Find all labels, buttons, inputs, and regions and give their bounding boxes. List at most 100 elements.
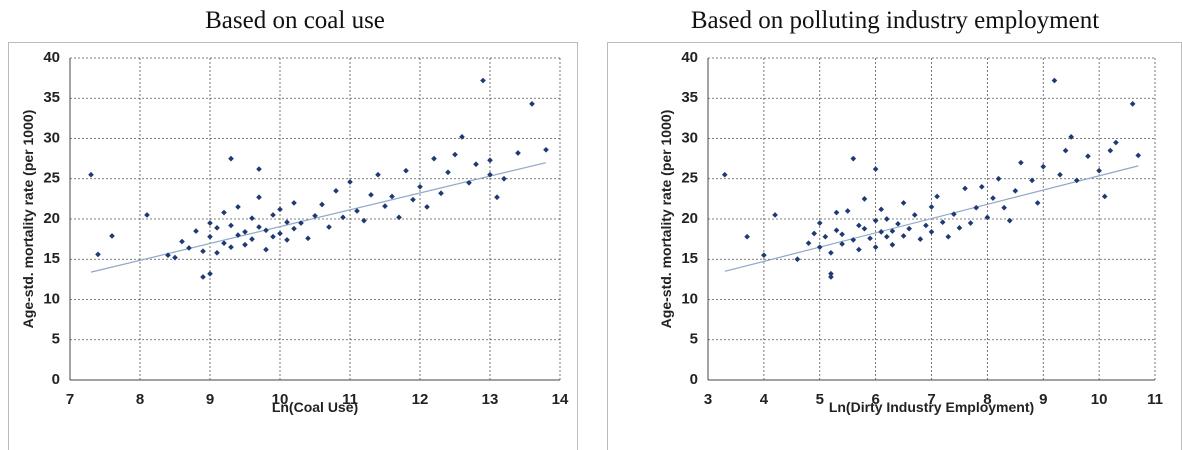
data-point [833,209,840,216]
data-point [772,212,778,218]
x-tick-label: 10 [272,391,289,408]
data-point [291,225,297,232]
data-point [822,233,829,240]
data-point [811,230,817,237]
data-point [319,201,325,208]
data-point [305,235,311,242]
data-point [515,150,521,156]
data-point [270,212,276,218]
data-point [978,183,985,190]
data-point [410,196,416,203]
data-point [256,166,262,172]
data-point [951,211,957,217]
data-point [396,214,402,221]
data-point [403,167,409,174]
data-point [291,200,297,206]
y-axis-title: Age-std. mortality rate (per 1000) [658,110,674,329]
data-point [990,195,996,201]
data-point [889,241,896,248]
y-tick-label: 35 [43,89,60,106]
data-point [452,151,458,158]
data-point [850,155,857,162]
data-point [193,228,199,234]
y-tick-label: 20 [681,210,698,227]
y-tick-label: 40 [681,49,698,66]
x-tick-label: 8 [136,391,144,408]
y-tick-label: 30 [681,129,698,146]
data-point [221,209,227,216]
data-point [263,227,269,234]
data-point [828,270,834,277]
data-point [480,77,486,84]
y-tick-label: 25 [43,170,60,187]
data-point [1085,153,1091,160]
data-point [928,229,935,235]
y-tick-label: 40 [43,49,60,66]
data-point [501,175,507,182]
data-point [494,194,500,201]
y-tick-label: 15 [681,250,698,267]
data-point [1057,171,1063,178]
data-point [207,220,213,226]
data-point [934,193,940,200]
data-point [186,245,192,251]
data-point [256,224,262,230]
data-point [839,241,845,247]
y-tick-label: 10 [681,290,698,307]
data-point [1001,204,1007,211]
x-tick-label: 4 [760,391,769,408]
y-tick-label: 30 [43,129,60,146]
data-point [424,204,430,210]
data-point [861,225,868,232]
data-point [95,251,101,258]
data-point [1029,177,1035,184]
data-point [214,225,220,231]
data-point [856,246,862,253]
data-point [844,208,851,214]
data-point [839,231,845,238]
y-tick-label: 5 [690,331,698,348]
y-tick-label: 15 [43,250,60,267]
x-axis-title: Ln(Dirty Industry Employment) [829,399,1034,415]
data-point [375,171,381,178]
data-point [967,220,974,226]
data-point [828,274,834,280]
data-point [923,222,929,229]
y-tick-label: 25 [681,170,698,187]
data-point [487,157,493,164]
data-point [165,252,171,259]
data-point [389,193,395,200]
data-point [277,230,283,237]
data-point [529,101,535,107]
y-tick-label: 0 [52,371,60,388]
data-point [895,221,901,227]
data-point [228,244,234,251]
data-point [242,229,248,235]
data-point [816,244,823,251]
data-point [995,175,1002,182]
chart-title: Based on coal use [205,7,385,34]
data-point [417,183,423,190]
x-axis-title: Ln(Coal Use) [272,399,358,415]
y-tick-label: 5 [52,331,60,348]
x-tick-label: 5 [816,391,824,408]
data-point [382,203,388,209]
data-point [872,244,879,251]
data-point [361,217,367,224]
data-point [445,169,451,176]
data-point [1096,167,1102,174]
data-point [438,190,444,197]
data-point [459,134,465,140]
x-tick-label: 3 [704,391,712,408]
data-point [487,171,493,178]
chart-panel: Based on coal use 0 5 10 15 20 25 30 35 40 7 8 9 10 11… [8,7,578,450]
data-point [235,232,241,238]
x-tick-label: 11 [342,391,358,408]
data-point [207,233,213,240]
data-point [744,233,750,240]
panel-frame [8,42,578,450]
data-point [1135,152,1142,159]
data-point [900,200,907,206]
data-point [214,249,220,256]
